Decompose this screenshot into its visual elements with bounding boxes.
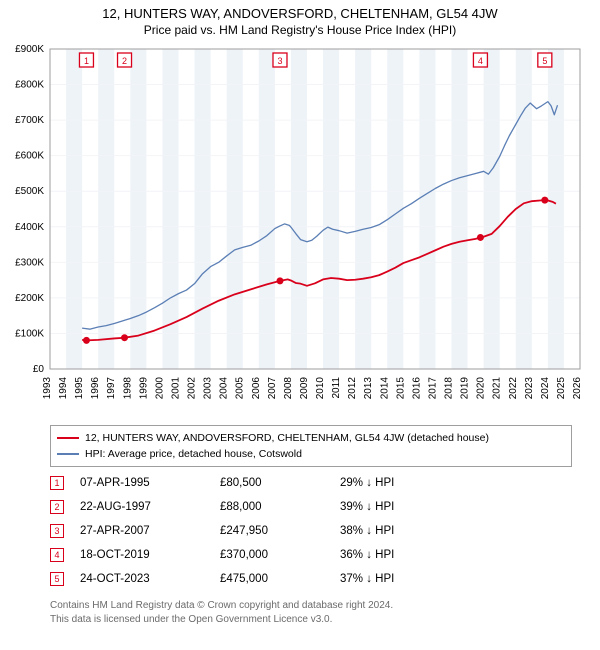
sale-date: 27-APR-2007	[80, 525, 220, 537]
svg-text:2007: 2007	[267, 377, 278, 400]
svg-text:1994: 1994	[58, 377, 69, 400]
legend-row-property: 12, HUNTERS WAY, ANDOVERSFORD, CHELTENHA…	[57, 430, 565, 446]
license-line-2: This data is licensed under the Open Gov…	[50, 613, 572, 627]
svg-text:2006: 2006	[251, 377, 262, 400]
sales-row: 5 24-OCT-2023£475,00037% ↓ HPI	[50, 567, 572, 591]
svg-text:2014: 2014	[379, 377, 390, 400]
svg-text:2023: 2023	[524, 377, 535, 400]
sales-table: 1 07-APR-1995£80,50029% ↓ HPI 2 22-AUG-1997…	[50, 471, 572, 591]
svg-text:2: 2	[122, 56, 127, 66]
svg-text:2016: 2016	[411, 377, 422, 400]
svg-text:2013: 2013	[363, 377, 374, 400]
sales-row: 1 07-APR-1995£80,50029% ↓ HPI	[50, 471, 572, 495]
svg-text:2019: 2019	[460, 377, 471, 400]
svg-text:2009: 2009	[299, 377, 310, 400]
legend-row-hpi: HPI: Average price, detached house, Cots…	[57, 446, 565, 462]
sale-marker: 4	[50, 548, 64, 562]
svg-text:£300K: £300K	[15, 257, 44, 268]
svg-text:2026: 2026	[572, 377, 583, 400]
svg-text:2005: 2005	[235, 377, 246, 400]
svg-text:1998: 1998	[122, 377, 133, 400]
sale-vs-hpi: 36% ↓ HPI	[340, 549, 460, 561]
sale-date: 24-OCT-2023	[80, 573, 220, 585]
svg-text:£0: £0	[33, 364, 45, 375]
sale-date: 22-AUG-1997	[80, 501, 220, 513]
title-address: 12, HUNTERS WAY, ANDOVERSFORD, CHELTENHA…	[8, 6, 592, 21]
legend-swatch-hpi	[57, 453, 79, 455]
svg-text:2025: 2025	[556, 377, 567, 400]
svg-text:2012: 2012	[347, 377, 358, 400]
price-chart-svg: £0 £100K £200K £300K £400K £500K £600K £700K £80…	[0, 39, 600, 419]
svg-text:£800K: £800K	[15, 80, 44, 91]
svg-text:£100K: £100K	[15, 328, 44, 339]
svg-text:2001: 2001	[170, 377, 181, 400]
svg-text:£700K: £700K	[15, 115, 44, 126]
svg-text:2011: 2011	[331, 377, 342, 399]
sale-marker: 2	[50, 500, 64, 514]
svg-text:5: 5	[542, 56, 547, 66]
svg-text:1993: 1993	[42, 377, 53, 400]
svg-text:£500K: £500K	[15, 186, 44, 197]
sale-date: 07-APR-1995	[80, 477, 220, 489]
chart-titles: 12, HUNTERS WAY, ANDOVERSFORD, CHELTENHA…	[0, 0, 600, 39]
sale-price: £88,000	[220, 501, 340, 513]
legend-label-property: 12, HUNTERS WAY, ANDOVERSFORD, CHELTENHA…	[85, 430, 489, 446]
chart-area: £0 £100K £200K £300K £400K £500K £600K £700K £80…	[0, 39, 600, 419]
legend-label-hpi: HPI: Average price, detached house, Cots…	[85, 446, 302, 462]
sale-marker: 3	[50, 524, 64, 538]
license-line-1: Contains HM Land Registry data © Crown c…	[50, 599, 572, 613]
svg-text:2015: 2015	[395, 377, 406, 400]
svg-text:2024: 2024	[540, 377, 551, 400]
svg-text:2003: 2003	[203, 377, 214, 400]
svg-text:2018: 2018	[444, 377, 455, 400]
sale-price: £475,000	[220, 573, 340, 585]
sale-marker: 5	[50, 572, 64, 586]
svg-text:1996: 1996	[90, 377, 101, 400]
svg-text:2017: 2017	[427, 377, 438, 400]
sale-date: 18-OCT-2019	[80, 549, 220, 561]
svg-text:£200K: £200K	[15, 293, 44, 304]
license-text: Contains HM Land Registry data © Crown c…	[50, 599, 572, 626]
svg-text:£600K: £600K	[15, 151, 44, 162]
svg-text:2010: 2010	[315, 377, 326, 400]
sale-vs-hpi: 29% ↓ HPI	[340, 477, 460, 489]
sale-vs-hpi: 39% ↓ HPI	[340, 501, 460, 513]
svg-text:£900K: £900K	[15, 44, 44, 55]
sales-row: 4 18-OCT-2019£370,00036% ↓ HPI	[50, 543, 572, 567]
sale-vs-hpi: 38% ↓ HPI	[340, 525, 460, 537]
svg-text:2002: 2002	[187, 377, 198, 400]
svg-text:2021: 2021	[492, 377, 503, 400]
sales-row: 2 22-AUG-1997£88,00039% ↓ HPI	[50, 495, 572, 519]
sale-price: £247,950	[220, 525, 340, 537]
svg-text:£400K: £400K	[15, 222, 44, 233]
legend-swatch-property	[57, 437, 79, 439]
sale-marker: 1	[50, 476, 64, 490]
svg-text:2000: 2000	[154, 377, 165, 400]
svg-text:4: 4	[478, 56, 483, 66]
svg-text:2020: 2020	[476, 377, 487, 400]
sale-price: £80,500	[220, 477, 340, 489]
sale-price: £370,000	[220, 549, 340, 561]
svg-text:2004: 2004	[219, 377, 230, 400]
svg-text:2022: 2022	[508, 377, 519, 400]
sale-vs-hpi: 37% ↓ HPI	[340, 573, 460, 585]
svg-text:3: 3	[277, 56, 282, 66]
sales-row: 3 27-APR-2007£247,95038% ↓ HPI	[50, 519, 572, 543]
svg-text:2008: 2008	[283, 377, 294, 400]
svg-text:1: 1	[84, 56, 89, 66]
svg-text:1999: 1999	[138, 377, 149, 400]
svg-text:1995: 1995	[74, 377, 85, 400]
title-subtitle: Price paid vs. HM Land Registry's House …	[8, 23, 592, 37]
legend: 12, HUNTERS WAY, ANDOVERSFORD, CHELTENHA…	[50, 425, 572, 467]
svg-text:1997: 1997	[106, 377, 117, 400]
